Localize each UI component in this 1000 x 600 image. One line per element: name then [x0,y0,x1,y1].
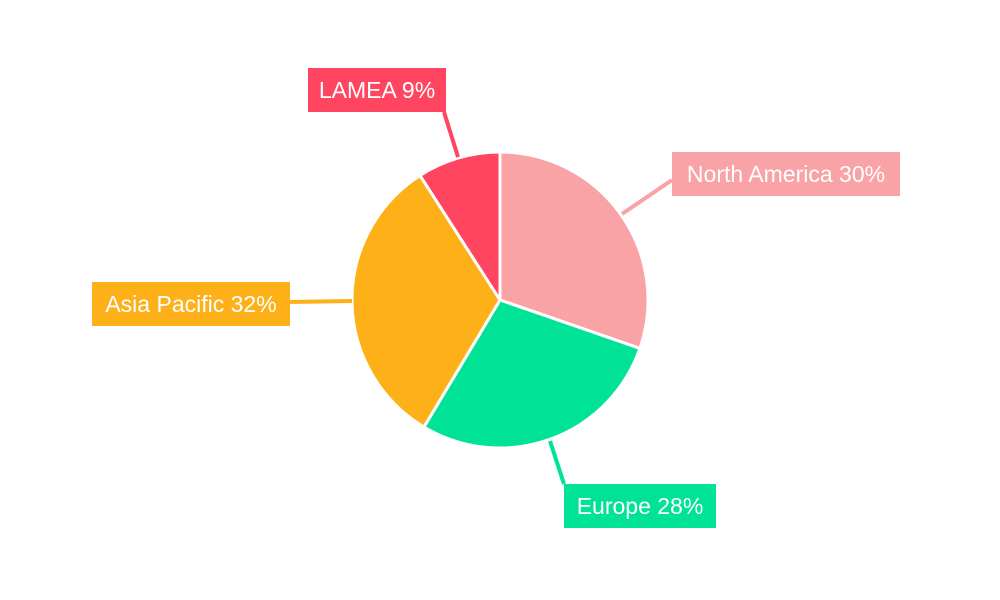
connectors-layer [289,111,674,485]
data-label-box-asia-pacific [92,282,290,326]
labels-layer: North America 30% Europe 28% Asia Pacific … [92,68,900,528]
data-label-lamea: LAMEA 9% [308,68,446,112]
slices-layer [350,150,650,450]
data-label-box-north-america [672,152,900,196]
data-label-europe: Europe 28% [564,484,716,528]
connector-line-north-america [620,178,674,216]
data-label-text-north-america: North America 30% [687,161,885,187]
data-label-asia-pacific: Asia Pacific 32% [92,282,290,326]
data-label-text-asia-pacific: Asia Pacific 32% [105,291,276,317]
connector-line-asia-pacific [289,299,353,304]
data-label-box-lamea [308,68,446,112]
pie-slice-lamea[interactable] [418,150,502,302]
connector-line-lamea [442,111,460,158]
data-label-north-america: North America 30% [672,152,900,196]
data-label-text-europe: Europe 28% [577,493,704,519]
pie-slice-north-america[interactable] [498,150,650,350]
connector-line-europe [548,440,566,485]
data-label-box-europe [564,484,716,528]
data-label-text-lamea: LAMEA 9% [319,77,435,103]
